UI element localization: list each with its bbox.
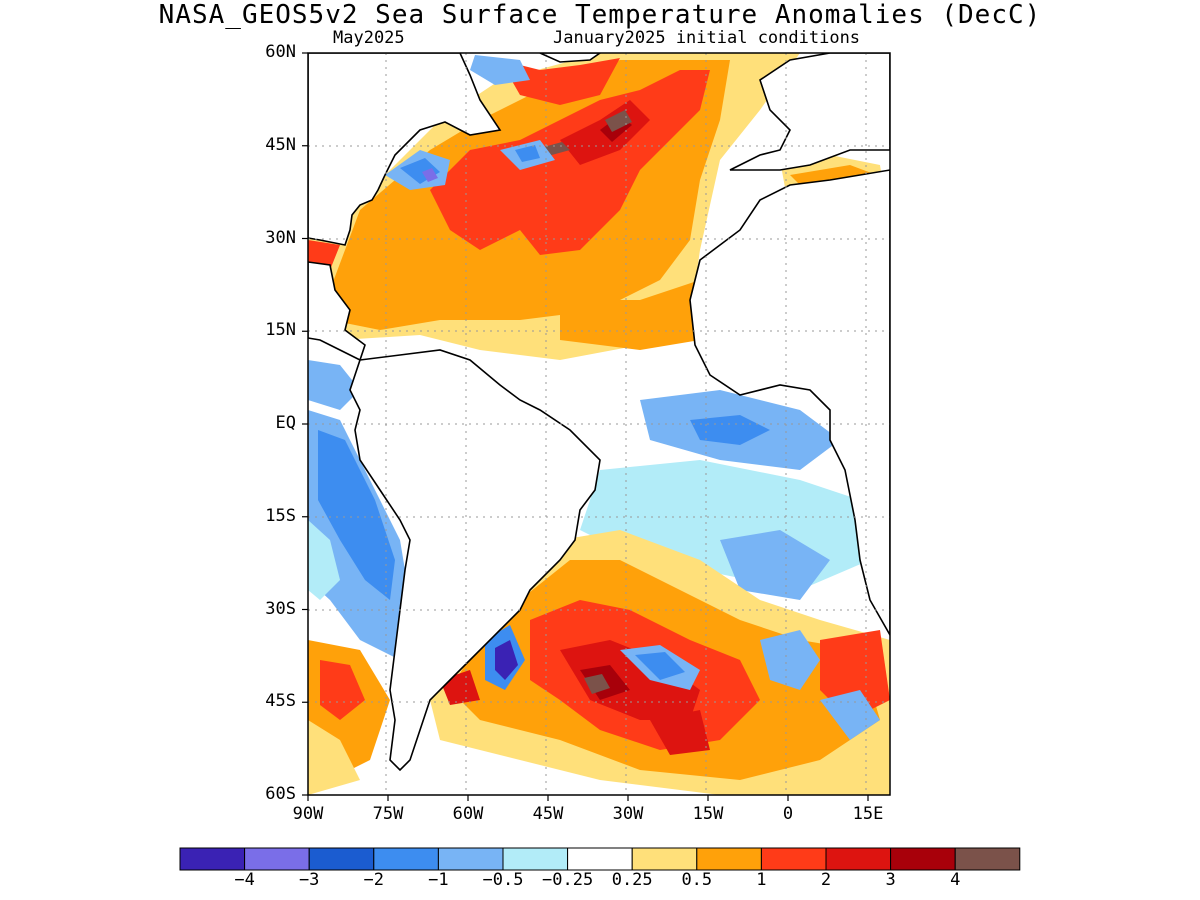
colorbar-label: 4 (950, 870, 961, 890)
lon-label: 60W (452, 804, 484, 824)
colorbar-label: −3 (298, 870, 320, 890)
colorbar-swatch (825, 847, 892, 871)
lon-label: 0 (782, 804, 794, 824)
colorbar-label: −2 (363, 870, 385, 890)
central-america-land (308, 261, 366, 362)
lon-label: 15E (852, 804, 884, 824)
forecast-month: May2025 (333, 28, 405, 48)
africa-land (689, 169, 890, 637)
lon-label: 15W (692, 804, 724, 824)
colorbar-swatch (308, 847, 375, 871)
lon-label: 45W (532, 804, 564, 824)
lat-label: EQ (275, 413, 296, 433)
axis-ticks (302, 52, 869, 801)
colorbar-swatch (890, 847, 956, 871)
lat-label: 60N (265, 42, 296, 62)
colorbar-label: −1 (428, 870, 449, 890)
lat-label: 30N (265, 227, 296, 248)
colorbar-label: −0.5 (482, 870, 524, 890)
colorbar-swatch (179, 847, 246, 871)
lat-label: 30S (265, 598, 296, 619)
colorbar-swatch (373, 847, 439, 871)
south-america-land (349, 349, 601, 772)
lat-label: 60S (265, 784, 296, 804)
north-america-land (308, 53, 502, 246)
lat-label: 45N (265, 134, 296, 155)
colorbar-label: 0.5 (681, 870, 713, 890)
colorbar-swatch (760, 847, 827, 871)
colorbar-label: 2 (820, 870, 832, 890)
lat-label: 15N (265, 320, 296, 341)
lon-label: 75W (372, 804, 404, 824)
lon-label: 30W (612, 804, 644, 824)
map-title: NASA_GEOS5v2 Sea Surface Temperature Ano… (158, 0, 1042, 30)
colorbar-swatch (567, 847, 633, 871)
colorbar-swatch (437, 847, 504, 871)
colorbar-label: 1 (756, 870, 767, 890)
lat-label: 15S (265, 505, 296, 526)
colorbar-swatch (502, 847, 569, 871)
colorbar-label: 0.25 (611, 870, 653, 890)
colorbar-swatch (696, 847, 762, 871)
lon-label: 90W (292, 804, 324, 824)
colorbar-label: 3 (885, 870, 896, 890)
land-masses (308, 53, 890, 772)
colorbar (179, 847, 1021, 871)
colorbar-swatch (244, 847, 310, 871)
grid-lines (308, 53, 890, 795)
greenland-land (539, 53, 602, 63)
colorbar-label: −4 (234, 870, 255, 890)
colorbar-swatch (954, 847, 1021, 871)
initial-conditions-label: January2025 initial conditions (553, 28, 861, 48)
lat-label: 45S (265, 691, 296, 712)
colorbar-label: −0.25 (542, 870, 594, 890)
europe-land (729, 53, 890, 171)
colorbar-swatch (631, 847, 698, 871)
